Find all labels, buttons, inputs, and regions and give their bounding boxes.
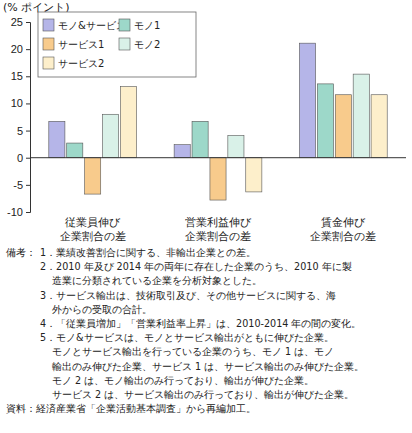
y-axis-line [26,23,31,213]
bar [103,114,119,157]
legend-swatch [119,19,130,31]
y-tick-label: 20 [11,43,23,55]
bars [49,43,387,200]
bar [228,135,244,157]
legend-label: モノ1 [134,20,160,31]
y-tick-mark [26,158,30,159]
note-line: 4．「従業員増加」「営業利益率上昇」は、2010-2014 年の間の変化。 [40,318,361,329]
legend-label: サービス1 [58,39,104,50]
y-tick: 0 [17,152,30,164]
x-tick-label: 営業利益伸び企業割合の差 [185,216,252,243]
y-tick: -10 [7,206,30,218]
bar [335,95,351,158]
source: 資料：経済産業省「企業活動基本調査」から再編加工。 [6,403,256,414]
notes-label: 備考： [6,247,36,258]
bar [210,158,226,200]
zero-line [30,157,406,158]
x-tick-label: 従業員伸び企業割合の差 [60,216,126,243]
y-tick-mark [26,76,30,77]
legend-box [38,12,196,77]
y-tick-label: -5 [13,179,23,191]
x-tick-label: 賃金伸び企業割合の差 [310,216,376,243]
note-line: 2．2010 年及び 2014 年の両年に存在した企業のうち、2010 年に製 [40,261,352,272]
bar [371,95,387,158]
y-axis: -10 -5 0 5 10 15 20 25 [7,16,30,218]
y-tick: 25 [11,16,30,28]
legend-swatch [43,38,54,50]
y-tick-mark [26,103,30,104]
y-tick-mark [26,131,30,132]
note-line: 造業に分類されている企業を分析対象とした。 [52,275,262,286]
y-tick: 15 [11,70,30,82]
bar [67,143,83,158]
note-line: 外からの受取の合計。 [52,304,152,315]
x-axis: 従業員伸び企業割合の差 営業利益伸び企業割合の差 賃金伸び企業割合の差 [60,216,377,243]
note-line: モノとサービス輸出を行っている企業のうち、モノ 1 は、モノ [52,346,334,357]
note-line: 5．モノ&サービスは、モノとサービス輸出がともに伸びた企業。 [40,332,334,343]
y-tick-label: 5 [17,125,23,137]
y-tick: -5 [13,179,30,191]
bar [192,121,208,157]
y-tick-label: 25 [11,16,23,28]
legend-label: モノ&サービス [58,20,126,31]
note-line: 輸出のみ伸びた企業、サービス 1 は、サービス輸出のみ伸びた企業。 [52,361,364,372]
y-tick-label: 10 [11,97,23,109]
y-tick-mark [26,49,30,50]
note-line: モノ 2 は、モノ輸出のみ行っており、輸出が伸びた企業。 [52,375,314,386]
bar [49,121,65,157]
y-tick: 10 [11,97,30,109]
chart: -10 -5 0 5 10 15 20 25 従業員伸び企業割合の差 営業利益伸び企業割合の差 賃金… [0,0,412,433]
y-tick-label: -10 [7,206,23,218]
note-line: 3．サービス輸出は、技術取引及び、その他サービスに関する、海 [40,290,336,301]
y-tick: 5 [17,125,30,137]
note-line: 1．業績改善割合に関する、非輸出企業との差。 [40,247,256,258]
legend: モノ&サービスモノ1 サービス1 モノ2 サービス2 [38,12,196,77]
notes: 備考： 1．業績改善割合に関する、非輸出企業との差。 2．2010 年及び 2014… [6,247,364,414]
legend-swatch [43,19,54,31]
note-line: サービス 2 は、サービス輸出のみ行っており、輸出が伸びた企業。 [52,389,354,400]
bar [174,145,190,158]
y-tick: 20 [11,43,30,55]
legend-swatch [119,38,130,50]
y-tick-mark [26,185,30,186]
legend-label: サービス2 [58,58,104,69]
legend-swatch [43,57,54,69]
legend-label: モノ2 [134,39,160,50]
y-tick-label: 15 [11,70,23,82]
y-tick-mark [26,212,30,213]
bar [246,158,262,192]
bar [85,158,101,194]
y-tick-label: 0 [17,152,23,164]
bar [353,74,369,158]
bar [299,43,315,158]
plot: -10 -5 0 5 10 15 20 25 [7,16,406,218]
bar [120,87,136,158]
bar [317,84,333,158]
y-tick-mark [26,22,30,23]
